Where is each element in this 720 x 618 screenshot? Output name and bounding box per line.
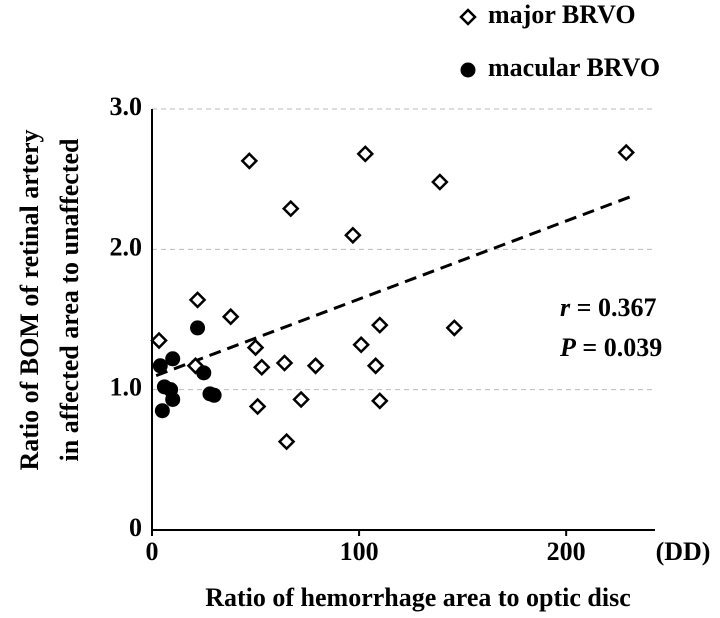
annotation: r = 0.367 (560, 293, 656, 322)
diamond-point (352, 335, 370, 354)
diamond-point (277, 432, 296, 451)
diamond-point (246, 338, 265, 357)
x-axis-label: Ratio of hemorrhage area to optic disc (205, 583, 631, 612)
legend-marker (460, 62, 476, 78)
y-axis-label-line: in affected area to unaffected (55, 138, 84, 462)
diamond-point (248, 397, 267, 416)
diamond-point (281, 199, 300, 218)
diamond-point (431, 173, 449, 191)
legend-label: major BRVO (488, 0, 636, 29)
diamond-point (275, 354, 294, 372)
annotation-symbol: P (559, 333, 577, 362)
circle-point (154, 403, 170, 419)
x-unit: (DD) (656, 537, 711, 566)
annotation-symbol: r (560, 293, 571, 322)
diamond-point (186, 357, 205, 375)
circle-point (152, 358, 168, 374)
diamond-point (617, 143, 635, 162)
annotation: P = 0.039 (559, 333, 662, 362)
diamond-point (366, 357, 385, 375)
legend-marker (459, 8, 477, 26)
circle-point (165, 351, 181, 367)
y-axis-label: Ratio of BOM of retinal artery in affect… (15, 129, 84, 470)
y-tick-label: 3.0 (110, 92, 143, 121)
annotation-text: = 0.367 (577, 293, 657, 322)
circle-point (206, 387, 222, 403)
diamond-point (252, 358, 271, 376)
diamond-point (344, 226, 362, 245)
trendline (155, 194, 633, 378)
x-tick-label: 0 (146, 537, 159, 566)
diamond-point (371, 316, 389, 334)
annotation-text: = 0.039 (582, 333, 662, 362)
diamond-point (306, 357, 325, 375)
circle-point (190, 320, 206, 336)
diamond-point (240, 152, 259, 170)
diamond-point (292, 390, 310, 409)
diamond-point (221, 307, 240, 326)
diamond-point (371, 392, 389, 410)
y-axis-label-line: Ratio of BOM of retinal artery (15, 129, 44, 470)
diamond-point (188, 291, 207, 309)
diamond-point (150, 331, 168, 350)
diamond-point (445, 319, 464, 337)
circle-point (196, 365, 212, 381)
y-tick-label: 2.0 (110, 232, 143, 261)
legend-label: macular BRVO (488, 53, 660, 82)
diamond-point (356, 145, 375, 163)
x-tick-label: 100 (340, 537, 379, 566)
y-tick-label: 0 (129, 513, 142, 542)
circle-point (165, 391, 181, 407)
x-tick-label: 200 (547, 537, 586, 566)
y-tick-label: 1.0 (110, 373, 143, 402)
